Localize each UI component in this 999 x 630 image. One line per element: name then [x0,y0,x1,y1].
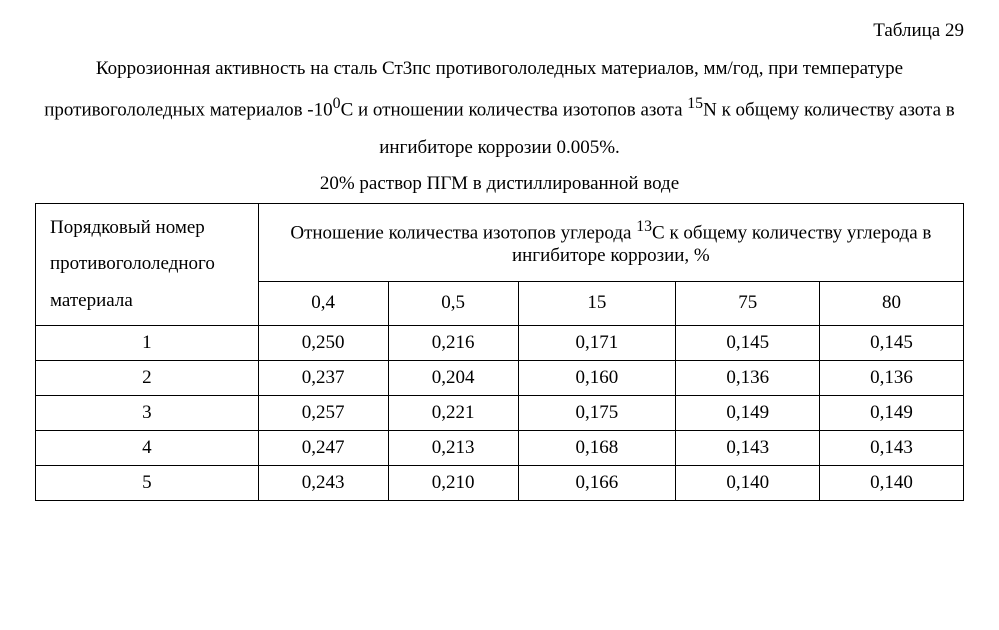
col-subheader: 75 [676,281,820,325]
data-cell: 0,171 [518,325,676,360]
data-cell: 0,250 [258,325,388,360]
col-subheader: 0,4 [258,281,388,325]
data-cell: 0,168 [518,430,676,465]
table-row: 10,2500,2160,1710,1450,145 [36,325,964,360]
data-cell: 0,216 [388,325,518,360]
data-cell: 0,143 [820,430,964,465]
data-cell: 0,136 [676,360,820,395]
data-cell: 0,143 [676,430,820,465]
sub-caption: 20% раствор ПГМ в дистиллированной воде [35,173,964,195]
data-cell: 0,166 [518,465,676,500]
table-label: Таблица 29 [35,20,964,42]
col-subheader: 0,5 [388,281,518,325]
row-number-cell: 4 [36,430,259,465]
col-subheader: 80 [820,281,964,325]
col-subheader: 15 [518,281,676,325]
data-cell: 0,257 [258,395,388,430]
table-row: 50,2430,2100,1660,1400,140 [36,465,964,500]
data-cell: 0,210 [388,465,518,500]
row-number-cell: 5 [36,465,259,500]
data-cell: 0,140 [676,465,820,500]
data-cell: 0,243 [258,465,388,500]
data-cell: 0,160 [518,360,676,395]
data-cell: 0,136 [820,360,964,395]
row-number-cell: 3 [36,395,259,430]
row-header-cell: Порядковый номер противогололедного мате… [36,204,259,325]
data-cell: 0,149 [676,395,820,430]
data-cell: 0,221 [388,395,518,430]
row-number-cell: 1 [36,325,259,360]
data-cell: 0,237 [258,360,388,395]
data-cell: 0,175 [518,395,676,430]
col-group-header: Отношение количества изотопов углерода 1… [258,204,963,281]
table-row: 20,2370,2040,1600,1360,136 [36,360,964,395]
data-cell: 0,145 [676,325,820,360]
row-number-cell: 2 [36,360,259,395]
data-cell: 0,213 [388,430,518,465]
caption: Коррозионная активность на сталь Ст3пс п… [35,50,964,167]
table-row: 40,2470,2130,1680,1430,143 [36,430,964,465]
table-row: 30,2570,2210,1750,1490,149 [36,395,964,430]
data-cell: 0,140 [820,465,964,500]
data-cell: 0,204 [388,360,518,395]
data-cell: 0,247 [258,430,388,465]
data-table: Порядковый номер противогололедного мате… [35,203,964,500]
data-cell: 0,149 [820,395,964,430]
data-cell: 0,145 [820,325,964,360]
header-row-1: Порядковый номер противогололедного мате… [36,204,964,281]
